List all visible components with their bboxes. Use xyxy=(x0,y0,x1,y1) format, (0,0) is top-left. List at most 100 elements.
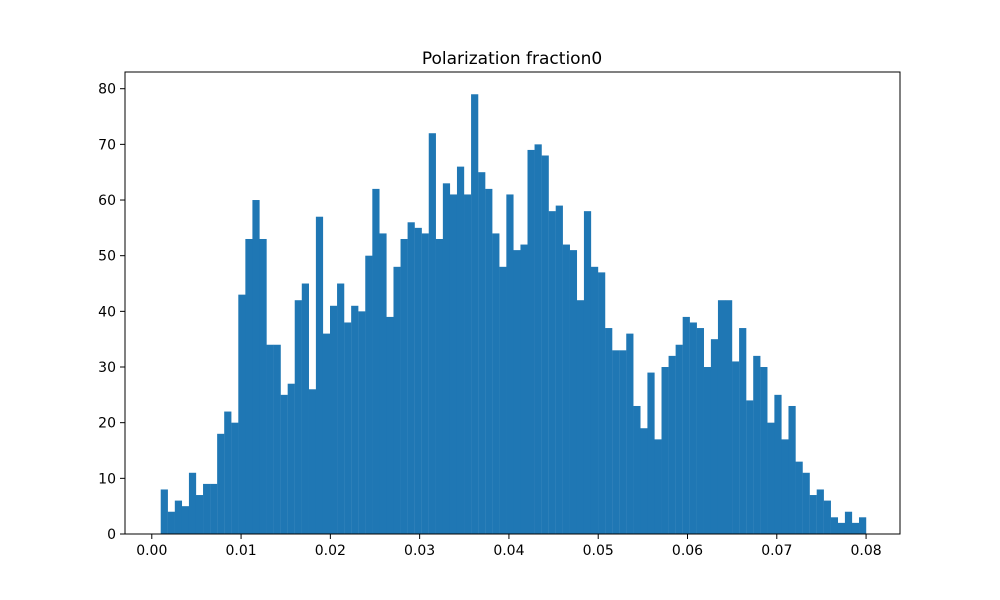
y-tick-label: 40 xyxy=(98,304,116,320)
histogram-bar xyxy=(548,211,556,535)
histogram-bar xyxy=(605,328,613,534)
histogram-bar xyxy=(485,188,493,534)
histogram-bar xyxy=(555,205,563,534)
histogram-bar xyxy=(710,339,719,534)
histogram-bar xyxy=(464,194,472,534)
histogram-bar xyxy=(160,489,168,534)
histogram-bar xyxy=(527,149,535,534)
histogram-bar xyxy=(252,200,260,534)
histogram-bar xyxy=(823,500,831,534)
histogram-bar xyxy=(210,483,218,534)
histogram-bar xyxy=(407,222,415,534)
histogram-bar xyxy=(330,305,338,534)
histogram-bar xyxy=(273,344,281,534)
histogram-bar xyxy=(844,511,853,534)
histogram-bar xyxy=(746,400,754,534)
histogram-bar xyxy=(513,250,521,534)
y-tick-label: 0 xyxy=(107,527,116,543)
y-tick-label: 70 xyxy=(98,137,116,153)
histogram-bar xyxy=(506,194,514,534)
x-tick-label: 0.07 xyxy=(761,543,792,559)
histogram-bar xyxy=(365,255,373,534)
histogram-bar xyxy=(774,394,782,534)
x-tick-label: 0.02 xyxy=(315,543,346,559)
histogram-bar xyxy=(689,322,697,534)
histogram-bar xyxy=(301,283,309,534)
y-tick-label: 30 xyxy=(98,360,116,376)
histogram-bar xyxy=(661,367,669,534)
histogram-bar xyxy=(322,333,331,534)
histogram-bar xyxy=(753,355,761,534)
x-tick-label: 0.06 xyxy=(672,543,703,559)
histogram-bar xyxy=(767,422,775,534)
bars-group xyxy=(160,94,867,535)
histogram-bar xyxy=(647,372,655,534)
histogram-bar xyxy=(802,472,810,534)
histogram-bar xyxy=(583,211,592,535)
x-tick-label: 0.08 xyxy=(850,543,881,559)
histogram-bar xyxy=(167,511,175,534)
histogram-bar xyxy=(280,394,288,534)
histogram-bar xyxy=(682,316,690,534)
histogram-bar xyxy=(562,244,570,535)
x-tick-label: 0.04 xyxy=(493,543,524,559)
histogram-bar xyxy=(372,188,380,534)
plot-frame xyxy=(124,71,901,535)
histogram-bar xyxy=(675,344,683,534)
histogram-bar xyxy=(238,294,246,534)
histogram-bar xyxy=(717,300,726,534)
histogram-bar xyxy=(379,233,387,534)
histogram-bar xyxy=(344,322,352,534)
y-tick-label: 60 xyxy=(98,193,116,209)
histogram-bar xyxy=(654,439,662,534)
histogram-bar xyxy=(534,144,542,534)
histogram-bar xyxy=(337,283,345,534)
histogram-bar xyxy=(576,300,585,534)
histogram-bar xyxy=(626,333,634,534)
histogram-bar xyxy=(612,350,620,534)
histogram-bar xyxy=(809,495,817,534)
histogram-bar xyxy=(421,233,429,534)
y-tick-label: 80 xyxy=(98,82,116,98)
histogram-bar xyxy=(386,316,394,534)
histogram-bar xyxy=(217,433,225,534)
histogram-bar xyxy=(245,238,253,534)
histogram-bar xyxy=(851,522,860,534)
histogram-bar xyxy=(195,495,204,534)
histogram-bar xyxy=(541,155,549,535)
histogram-bar xyxy=(640,428,648,534)
x-axis-ticks: 0.00 0.01 0.02 0.03 0.04 0.05 0.06 0.07 0.08 xyxy=(136,534,882,559)
histogram-bar xyxy=(456,166,465,534)
histogram-bar xyxy=(442,183,451,534)
x-tick-label: 0.05 xyxy=(583,543,614,559)
histogram-bar xyxy=(478,172,486,535)
histogram-bar xyxy=(732,361,740,534)
histogram-bar xyxy=(174,500,183,534)
histogram-bar xyxy=(435,238,444,534)
histogram-bar xyxy=(520,244,528,535)
histogram-bar xyxy=(668,355,676,534)
histogram-bar xyxy=(569,250,578,534)
histogram-bar xyxy=(499,266,507,534)
histogram-bar xyxy=(781,439,789,534)
histogram-bar xyxy=(816,489,824,534)
histogram-bar xyxy=(351,305,359,534)
histogram-bar xyxy=(739,328,747,534)
histogram-bar xyxy=(788,405,796,534)
histogram-bar xyxy=(633,405,641,534)
histogram-bar xyxy=(590,266,599,534)
histogram-bar xyxy=(287,383,295,534)
histogram-bar xyxy=(795,461,803,534)
histogram-bar xyxy=(315,216,324,534)
histogram-bar xyxy=(308,389,317,534)
histogram-bar xyxy=(725,300,733,534)
histogram-bar xyxy=(471,94,479,534)
y-tick-label: 10 xyxy=(98,471,116,487)
y-tick-label: 20 xyxy=(98,416,116,432)
histogram-bar xyxy=(859,517,867,534)
histogram-bar xyxy=(188,472,197,534)
histogram-bar xyxy=(428,133,436,534)
histogram-bar xyxy=(703,367,712,534)
